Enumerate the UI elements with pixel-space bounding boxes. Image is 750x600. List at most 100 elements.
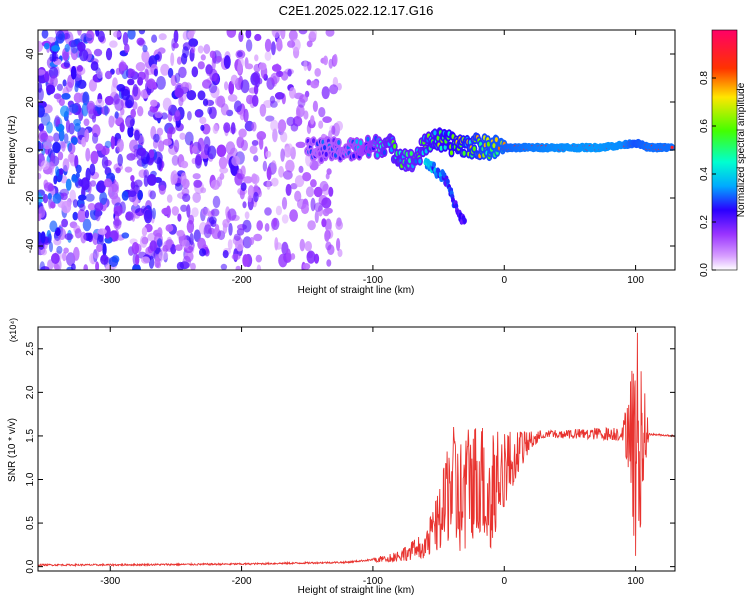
ridge-cell: [312, 138, 316, 144]
top-x-tick-label: 0: [501, 275, 507, 286]
ridge-cell: [337, 140, 341, 145]
spectrum-cell: [167, 67, 174, 79]
spectrum-cell: [42, 141, 53, 150]
spectrum-cell: [192, 173, 201, 180]
spectrum-cell: [254, 54, 259, 62]
spectrum-cell: [166, 194, 173, 203]
spectrum-cell: [85, 193, 95, 202]
spectrum-cell: [80, 231, 87, 244]
spectrum-cell: [306, 123, 312, 135]
ridge-cell: [492, 143, 496, 149]
spectrum-cell: [72, 199, 79, 208]
spectrum-cell: [203, 44, 211, 54]
colorbar-tick-label: 0.6: [699, 119, 710, 133]
spectrum-cell: [176, 56, 182, 65]
spectrum-cell: [270, 160, 277, 174]
spectrum-cell: [156, 238, 163, 248]
spectrum-cell: [63, 32, 71, 40]
spectrum-cell: [288, 87, 297, 99]
spectrum-cell: [48, 161, 54, 176]
spectrum-cell: [285, 183, 292, 196]
spectrum-cell: [306, 40, 313, 48]
spectrum-cell: [90, 180, 97, 187]
top-y-tick-label: -20: [25, 190, 36, 205]
snr-multiplier: (x10⁴): [8, 318, 18, 342]
spectrum-cell: [251, 121, 257, 132]
spectrum-cell: [220, 103, 229, 116]
spectrum-cell: [177, 213, 182, 222]
spectrum-cell: [51, 253, 60, 264]
spectrum-cell: [321, 86, 330, 100]
spectrum-cell: [272, 128, 278, 143]
spectrum-cell: [96, 180, 106, 193]
spectrum-cell: [223, 55, 231, 69]
bottom-x-tick-label: -100: [363, 576, 383, 587]
spectrum-cell: [252, 71, 261, 83]
spectrum-cell: [235, 265, 241, 270]
spectrum-cell: [47, 183, 55, 192]
spectrum-cell: [287, 69, 292, 77]
spectrum-cell: [240, 182, 247, 192]
spectrum-cell: [303, 110, 309, 120]
spectrum-cell: [131, 242, 140, 255]
spectrum-cell: [78, 194, 87, 201]
spectrum-cell: [329, 84, 339, 95]
spectrum-cell: [197, 45, 204, 54]
spectrum-cell: [299, 238, 305, 252]
ridge-cell: [359, 140, 363, 146]
spectrum-cell: [335, 220, 344, 230]
spectrum-cell: [251, 94, 259, 107]
spectrum-cell: [62, 79, 67, 87]
spectrum-cell: [162, 97, 172, 111]
spectrum-cell: [52, 141, 61, 154]
spectrum-cell: [318, 107, 326, 118]
spectrum-cell: [126, 153, 136, 161]
spectrum-cell: [276, 37, 283, 52]
spectrum-cell: [289, 209, 298, 222]
spectrum-cell: [75, 164, 82, 174]
spectrum-cell: [53, 132, 60, 143]
spectrum-cell: [124, 99, 133, 109]
spectrum-cell: [158, 140, 165, 152]
spectrum-cell: [46, 84, 56, 95]
spectrum-cell: [290, 253, 296, 260]
spectrum-cell: [53, 238, 62, 246]
top-y-tick-label: 0: [25, 147, 36, 153]
ridge-cell: [393, 143, 397, 149]
spectrum-cell: [269, 95, 276, 104]
bottom-x-tick-label: 0: [501, 576, 507, 587]
spectrum-cell: [298, 30, 308, 35]
spectrum-cell: [283, 170, 293, 180]
top-x-tick-label: -200: [232, 275, 252, 286]
spectrum-cell: [208, 216, 217, 225]
spectrum-cell: [104, 225, 111, 239]
spectrum-cell: [86, 31, 95, 39]
spectrum-cell: [278, 253, 288, 268]
snr-frame: [37, 326, 676, 572]
spectrum-cell: [270, 177, 279, 187]
spectrum-cell: [119, 122, 125, 133]
ridge-cell: [433, 130, 437, 136]
spectrum-cell: [57, 33, 64, 40]
spectrum-cell: [137, 39, 146, 47]
spectrum-cell: [171, 170, 178, 185]
spectrum-cell: [191, 66, 199, 78]
spectrum-cell: [55, 166, 60, 177]
spectrum-cell: [298, 165, 304, 173]
spectrum-cell: [38, 87, 44, 101]
spectrum-cell: [79, 49, 89, 62]
spectrum-cell: [270, 72, 280, 85]
spectrum-cell: [253, 191, 259, 203]
spectrum-cell: [191, 145, 198, 154]
spectrum-cell: [271, 64, 282, 72]
spectrum-cell: [331, 125, 336, 135]
ridge-cell: [375, 152, 379, 158]
spectrum-cell: [207, 106, 213, 115]
spectrum-cell: [41, 30, 49, 39]
spectrum-cell: [148, 255, 155, 269]
spectrum-cell: [156, 127, 164, 136]
spectrum-cell: [61, 251, 67, 262]
spectrum-cell: [47, 193, 52, 200]
spectrum-cell: [205, 64, 213, 75]
